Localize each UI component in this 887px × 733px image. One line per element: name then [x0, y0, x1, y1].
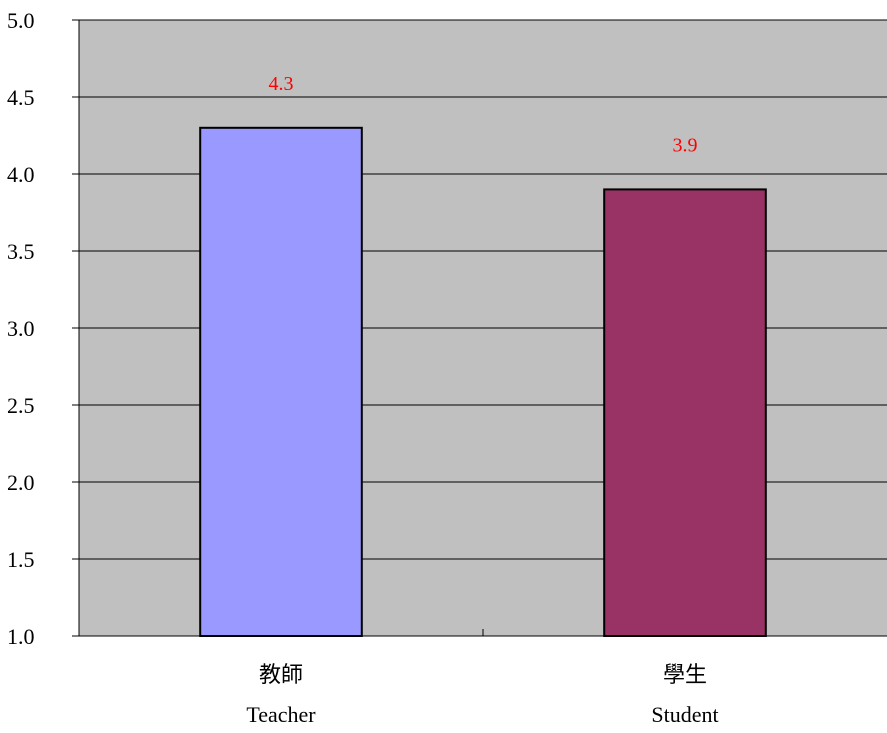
- bars: [199, 126, 767, 638]
- data-label: 3.9: [673, 134, 698, 156]
- bar-student: [603, 188, 767, 637]
- y-tick-label: 4.5: [7, 85, 35, 110]
- y-tick-label: 3.0: [7, 316, 35, 341]
- x-axis: 教師 Teacher 學生 Student: [79, 629, 887, 727]
- y-tick-label: 4.0: [7, 162, 35, 187]
- x-category-label-en: Student: [651, 702, 718, 727]
- y-tick-label: 1.0: [7, 624, 35, 649]
- bar-teacher: [199, 126, 363, 638]
- x-category-label-en: Teacher: [246, 702, 316, 727]
- y-tick-label: 5.0: [7, 8, 35, 33]
- data-label: 4.3: [269, 73, 294, 95]
- y-tick-label: 3.5: [7, 239, 35, 264]
- y-tick-label: 2.0: [7, 470, 35, 495]
- x-category-label-zh: 教師: [259, 662, 303, 687]
- y-tick-label: 2.5: [7, 393, 35, 418]
- y-axis: 1.0 1.5 2.0 2.5 3.0 3.5 4.0 4.5 5.0: [7, 8, 80, 649]
- data-labels: 4.3 3.9: [269, 73, 698, 157]
- x-category-label-zh: 學生: [663, 662, 707, 687]
- y-tick-label: 1.5: [7, 547, 35, 572]
